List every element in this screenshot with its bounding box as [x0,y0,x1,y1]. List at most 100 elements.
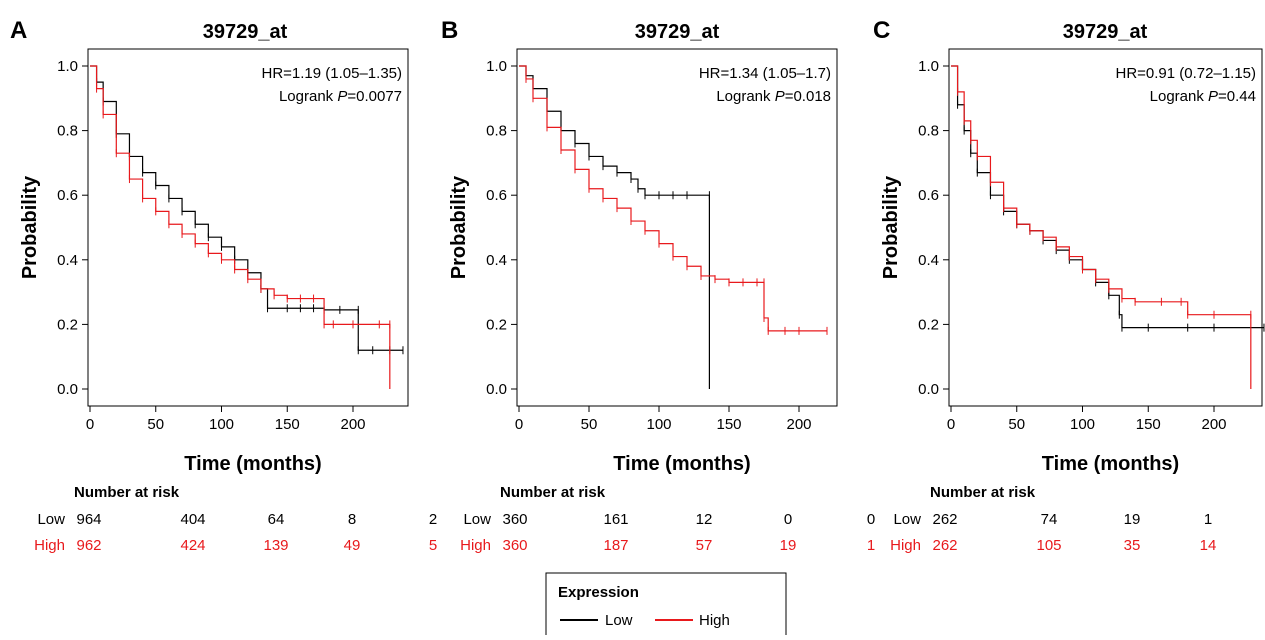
legend-title: Expression [558,584,639,601]
y-tick-label: 0.8 [918,123,939,140]
y-tick-label: 0.6 [57,187,78,204]
y-tick-label: 0.8 [57,123,78,140]
y-tick-label: 0.2 [486,316,507,333]
risk-low-value: 404 [180,511,205,528]
y-axis-title: Probability [19,175,41,279]
panel-title: 39729_at [203,21,288,43]
risk-low-value: 964 [76,511,101,528]
x-axis-title: Time (months) [1042,453,1179,475]
x-tick-label: 100 [646,416,671,433]
logrank-text: Logrank P=0.018 [716,88,831,105]
risk-row-label-high: High [34,537,65,554]
panel-a: A 39729_at 0.0 0.2 0.4 0.6 0.8 1.0 0 50 100 150 200 T… [10,17,437,554]
risk-high-value: 187 [603,537,628,554]
risk-low-value: 161 [603,511,628,528]
risk-high-value: 14 [1200,537,1217,554]
risk-low-value: 12 [696,511,713,528]
x-tick-label: 200 [340,416,365,433]
legend-box [545,572,787,640]
risk-high-value: 962 [76,537,101,554]
panel-title: 39729_at [635,21,720,43]
x-tick-label: 0 [947,416,955,433]
risk-high-value: 57 [696,537,713,554]
legend: Expression Low High [545,572,787,640]
panel-letter: A [10,17,27,44]
risk-high-value: 5 [429,537,437,554]
risk-low-value: 19 [1124,511,1141,528]
risk-high-value: 262 [932,537,957,554]
logrank-text: Logrank P=0.0077 [279,88,402,105]
hazard-ratio-text: HR=0.91 (0.72–1.15) [1115,65,1256,82]
y-tick-label: 1.0 [918,58,939,75]
survival-curve-high [519,65,827,332]
risk-row-label-low: Low [37,511,65,528]
survival-curve-high [90,65,391,389]
y-tick-label: 1.0 [486,58,507,75]
legend-label-high: High [699,612,730,629]
risk-high-value: 105 [1036,537,1061,554]
x-tick-label: 50 [147,416,164,433]
x-tick-label: 200 [786,416,811,433]
y-tick-label: 0.4 [57,252,78,269]
risk-low-value: 0 [784,511,792,528]
y-axis-title: Probability [448,175,470,279]
x-axis-title: Time (months) [184,453,321,475]
y-tick-label: 0.6 [918,187,939,204]
x-tick-label: 200 [1201,416,1226,433]
x-axis-title: Time (months) [613,453,750,475]
x-tick-label: 0 [515,416,523,433]
x-tick-label: 100 [1070,416,1095,433]
x-tick-label: 150 [275,416,300,433]
x-tick-label: 150 [716,416,741,433]
x-tick-label: 150 [1136,416,1161,433]
legend-label-low: Low [605,612,633,629]
risk-low-value: 64 [268,511,285,528]
y-tick-label: 0.2 [918,316,939,333]
risk-low-value: 1 [1204,511,1212,528]
risk-low-value: 8 [348,511,356,528]
y-tick-label: 0.6 [486,187,507,204]
hazard-ratio-text: HR=1.34 (1.05–1.7) [699,65,831,82]
risk-low-value: 2 [429,511,437,528]
plot-frame [87,48,409,407]
risk-row-label-high: High [460,537,491,554]
plot-frame [516,48,838,407]
y-axis-title: Probability [880,175,902,279]
survival-curve-high [951,65,1252,389]
x-tick-label: 50 [1008,416,1025,433]
risk-row-label-low: Low [893,511,921,528]
y-tick-label: 0.2 [57,316,78,333]
number-at-risk-title: Number at risk [74,484,180,501]
panel-b: B 39729_at0.00.20.40.60.81.00 50 100 150 200T… [441,17,875,554]
y-tick-label: 0.0 [57,381,78,398]
risk-low-value: 0 [867,511,875,528]
risk-high-value: 19 [780,537,797,554]
risk-row-label-high: High [890,537,921,554]
y-tick-label: 1.0 [57,58,78,75]
plot-frame [948,48,1263,407]
risk-high-value: 424 [180,537,205,554]
risk-low-value: 262 [932,511,957,528]
y-tick-label: 0.0 [486,381,507,398]
panel-letter: B [441,17,458,44]
logrank-text: Logrank P=0.44 [1150,88,1256,105]
risk-high-value: 1 [867,537,875,554]
x-tick-label: 50 [581,416,598,433]
y-tick-label: 0.4 [486,252,507,269]
number-at-risk-title: Number at risk [930,484,1036,501]
risk-row-label-low: Low [463,511,491,528]
x-tick-label: 100 [209,416,234,433]
y-tick-label: 0.0 [918,381,939,398]
panel-letter: C [873,17,890,44]
y-tick-label: 0.8 [486,123,507,140]
x-tick-label: 0 [86,416,94,433]
survival-curve-low [951,65,1264,329]
panel-title: 39729_at [1063,21,1148,43]
survival-curve-low [519,65,710,389]
risk-low-value: 74 [1041,511,1058,528]
survival-curve-low [90,65,403,351]
hazard-ratio-text: HR=1.19 (1.05–1.35) [261,65,402,82]
risk-high-value: 139 [263,537,288,554]
y-tick-label: 0.4 [918,252,939,269]
